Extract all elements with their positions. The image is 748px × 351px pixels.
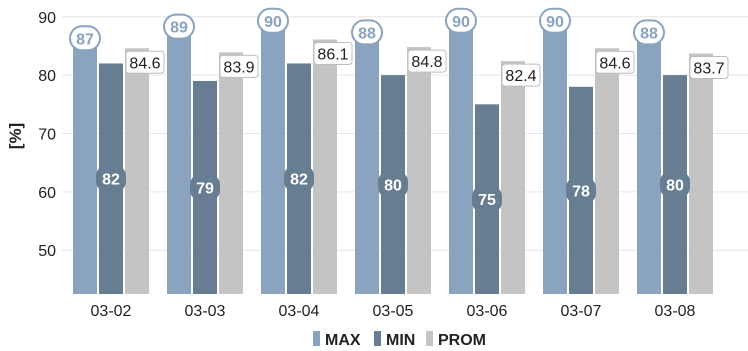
- x-tick-label: 03-06: [467, 303, 508, 320]
- svg-text:88: 88: [640, 25, 658, 42]
- y-axis-ticks: 50 60 70 80 90: [38, 10, 56, 260]
- svg-text:84.8: 84.8: [411, 54, 442, 71]
- svg-text:79: 79: [196, 180, 214, 197]
- svg-text:80: 80: [384, 178, 402, 195]
- legend-swatch: [426, 331, 433, 346]
- bar-max: [449, 16, 473, 295]
- bar-max: [355, 28, 379, 295]
- data-label-min: 75: [472, 186, 502, 213]
- legend-swatch: [374, 331, 381, 346]
- svg-text:88: 88: [358, 25, 376, 42]
- data-label-max: 87: [69, 25, 101, 52]
- x-tick-label: 03-08: [655, 303, 696, 320]
- x-tick-label: 03-07: [561, 303, 602, 320]
- svg-text:87: 87: [76, 31, 94, 48]
- x-tick-label: 03-02: [91, 303, 132, 320]
- x-axis-ticks: 03-02 03-03 03-04 03-05 03-06 03-07 03-08: [91, 303, 696, 320]
- legend-swatch: [313, 331, 320, 346]
- data-label-max: 88: [351, 19, 383, 46]
- data-label-prom: 84.6: [125, 50, 165, 74]
- data-label-min: 79: [190, 174, 220, 201]
- y-tick-label: 50: [38, 243, 56, 260]
- x-tick-label: 03-05: [373, 303, 414, 320]
- svg-text:75: 75: [478, 192, 496, 209]
- data-label-prom: 84.6: [595, 50, 635, 74]
- svg-text:90: 90: [546, 14, 564, 31]
- svg-text:90: 90: [452, 14, 470, 31]
- data-label-prom: 83.7: [689, 56, 729, 80]
- bar-max: [637, 28, 661, 295]
- svg-text:86.1: 86.1: [317, 47, 348, 64]
- bar-prom: [595, 48, 619, 294]
- y-axis-label: [%]: [6, 123, 25, 149]
- svg-text:82: 82: [102, 172, 120, 189]
- data-label-min: 80: [378, 171, 408, 198]
- legend: MAX MIN PROM: [313, 331, 486, 349]
- y-tick-label: 80: [38, 68, 56, 85]
- bar-prom: [501, 61, 525, 294]
- y-tick-label: 90: [38, 10, 56, 27]
- x-tick-label: 03-04: [279, 303, 320, 320]
- svg-text:90: 90: [264, 14, 282, 31]
- x-tick-label: 03-03: [185, 303, 226, 320]
- data-label-max: 89: [163, 13, 195, 40]
- bar-prom: [407, 47, 431, 294]
- y-tick-label: 60: [38, 185, 56, 202]
- data-label-min: 78: [566, 177, 596, 204]
- data-label-max: 90: [539, 7, 571, 34]
- y-tick-label: 70: [38, 126, 56, 143]
- bar-prom: [313, 39, 337, 294]
- bar-max: [261, 16, 285, 295]
- svg-text:84.6: 84.6: [599, 55, 630, 72]
- svg-text:80: 80: [666, 178, 684, 195]
- data-label-min: 82: [284, 165, 314, 192]
- bar-prom: [125, 48, 149, 294]
- legend-item-min: MIN: [374, 331, 415, 349]
- legend-label: MIN: [386, 332, 415, 346]
- bar-max: [73, 34, 97, 294]
- bar-prom: [219, 52, 243, 294]
- svg-text:78: 78: [572, 183, 590, 200]
- data-label-max: 90: [257, 7, 289, 34]
- data-labels: 87 82 84.6 89 79 83.9 90 82 86.1 88 80 84.8 90 75 82.4…: [69, 7, 729, 213]
- svg-text:89: 89: [170, 20, 188, 37]
- svg-text:83.9: 83.9: [223, 59, 254, 76]
- bar-max: [543, 16, 567, 295]
- legend-item-max: MAX: [313, 331, 361, 349]
- data-label-min: 82: [96, 165, 126, 192]
- legend-item-prom: PROM: [426, 331, 486, 349]
- data-label-prom: 86.1: [313, 42, 353, 66]
- svg-text:84.6: 84.6: [129, 55, 160, 72]
- svg-text:83.7: 83.7: [693, 61, 724, 78]
- data-label-min: 80: [660, 171, 690, 198]
- legend-label: MAX: [325, 332, 361, 346]
- data-label-max: 88: [633, 19, 665, 46]
- bars: [73, 16, 713, 295]
- bar-max: [167, 22, 191, 295]
- data-label-prom: 82.4: [501, 63, 541, 87]
- data-label-max: 90: [445, 7, 477, 34]
- data-label-prom: 83.9: [219, 54, 259, 78]
- bar-prom: [689, 53, 713, 294]
- data-label-prom: 84.8: [407, 49, 447, 73]
- legend-label: PROM: [438, 332, 486, 346]
- svg-text:82: 82: [290, 172, 308, 189]
- svg-text:82.4: 82.4: [505, 68, 536, 85]
